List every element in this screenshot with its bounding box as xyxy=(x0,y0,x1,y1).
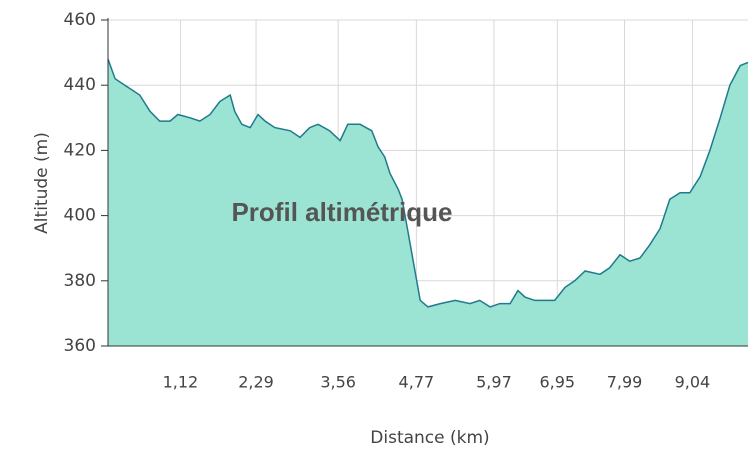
y-axis-label: Altitude (m) xyxy=(32,132,52,234)
area-line xyxy=(107,58,749,308)
area-fill xyxy=(108,59,748,346)
x-tick-label: 5,97 xyxy=(476,373,512,392)
x-tick-label: 3,56 xyxy=(320,373,356,392)
x-tick-label: 1,12 xyxy=(163,373,199,392)
x-tick-label: 4,77 xyxy=(399,373,435,392)
y-tick-label: 440 xyxy=(64,75,96,95)
y-tick-label: 420 xyxy=(64,140,96,160)
y-tick-label: 400 xyxy=(64,206,96,226)
x-tick-label: 9,04 xyxy=(675,373,711,392)
chart-title: Profil altimétrique xyxy=(231,197,452,227)
x-axis-label: Distance (km) xyxy=(370,428,489,448)
x-tick-label: 6,95 xyxy=(539,373,575,392)
y-tick-label: 360 xyxy=(64,336,96,356)
y-tick-label: 380 xyxy=(64,271,96,291)
x-tick-label: 7,99 xyxy=(607,373,643,392)
x-tick-label: 2,29 xyxy=(238,373,274,392)
y-tick-label: 460 xyxy=(64,10,96,30)
